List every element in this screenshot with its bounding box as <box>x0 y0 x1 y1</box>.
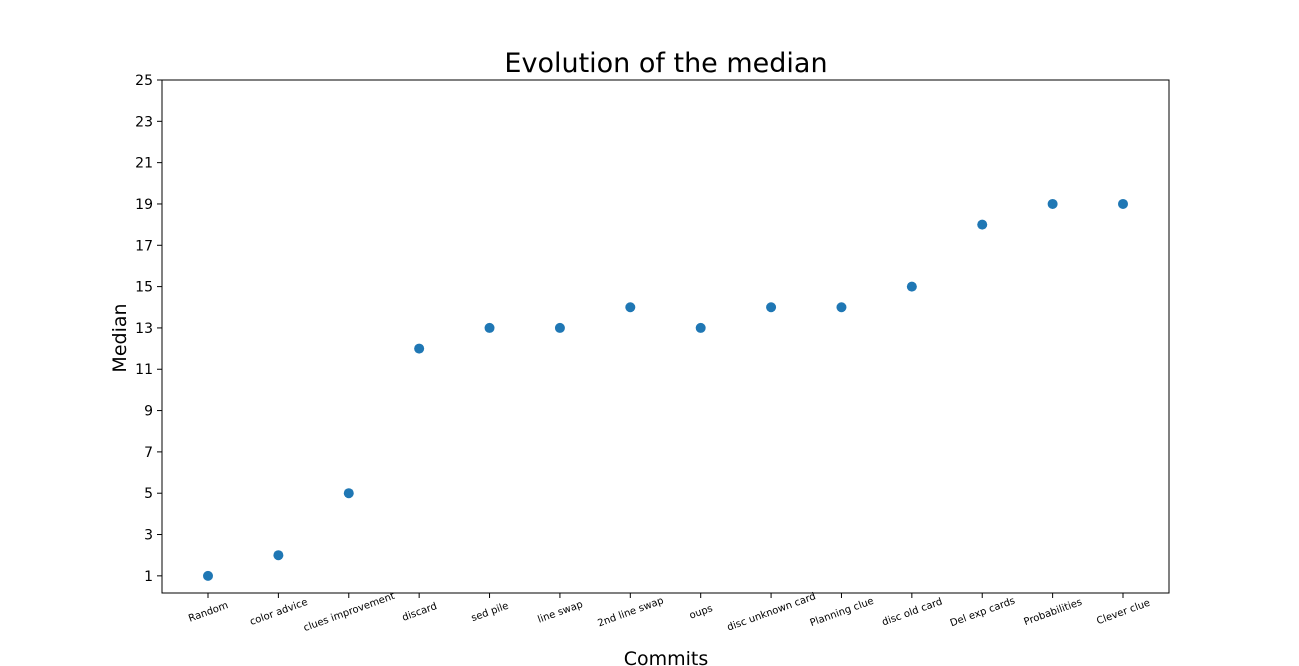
y-tick-label: 23 <box>135 114 153 130</box>
x-tick-label: Clever clue <box>1095 598 1151 628</box>
y-tick-label: 25 <box>135 73 153 89</box>
y-tick-label: 3 <box>144 528 153 544</box>
data-points <box>203 198 1128 581</box>
data-point <box>977 219 988 230</box>
x-tick-label: Probabilities <box>1023 597 1084 628</box>
data-point <box>625 302 636 313</box>
data-point <box>273 550 284 561</box>
data-point <box>1047 198 1058 209</box>
x-tick-label: disc unknown card <box>726 591 818 633</box>
data-point <box>695 322 706 333</box>
data-point <box>343 488 354 499</box>
x-tick-label: Planning clue <box>809 596 876 629</box>
x-tick-label: oups <box>688 603 714 622</box>
x-tick-label: color advice <box>249 597 310 628</box>
plot-frame <box>161 79 1170 594</box>
y-tick-label: 7 <box>144 445 153 461</box>
x-tick-label: Del exp cards <box>949 596 1017 630</box>
x-tick-label: discard <box>401 601 439 624</box>
y-tick-label: 13 <box>135 321 153 337</box>
x-tick-label: disc old card <box>881 596 944 628</box>
y-tick-label: 15 <box>135 280 153 296</box>
data-point <box>766 302 777 313</box>
y-axis-label: Median <box>109 303 131 372</box>
y-tick-label: 9 <box>144 404 153 420</box>
y-tick-label: 5 <box>144 486 153 502</box>
y-tick-label: 19 <box>135 197 153 213</box>
chart-title: Evolution of the median <box>504 48 827 79</box>
data-point <box>1118 198 1128 209</box>
x-tick-label: line swap <box>536 599 584 625</box>
y-tick-label: 21 <box>135 156 153 172</box>
x-tick-label: clues improvement <box>302 591 396 634</box>
data-point <box>414 343 425 354</box>
y-tick-label: 1 <box>144 569 153 585</box>
data-point <box>484 322 495 333</box>
y-tick-label: 17 <box>135 238 153 254</box>
x-tick-label: Random <box>187 600 230 624</box>
data-point <box>554 322 565 333</box>
data-point <box>203 570 213 581</box>
data-point <box>836 302 847 313</box>
y-tick-label: 11 <box>135 362 153 378</box>
x-tick-label: sed pile <box>470 601 510 625</box>
data-point <box>906 281 917 292</box>
x-axis-label: Commits <box>624 648 709 666</box>
x-tick-label: 2nd line swap <box>596 595 665 629</box>
